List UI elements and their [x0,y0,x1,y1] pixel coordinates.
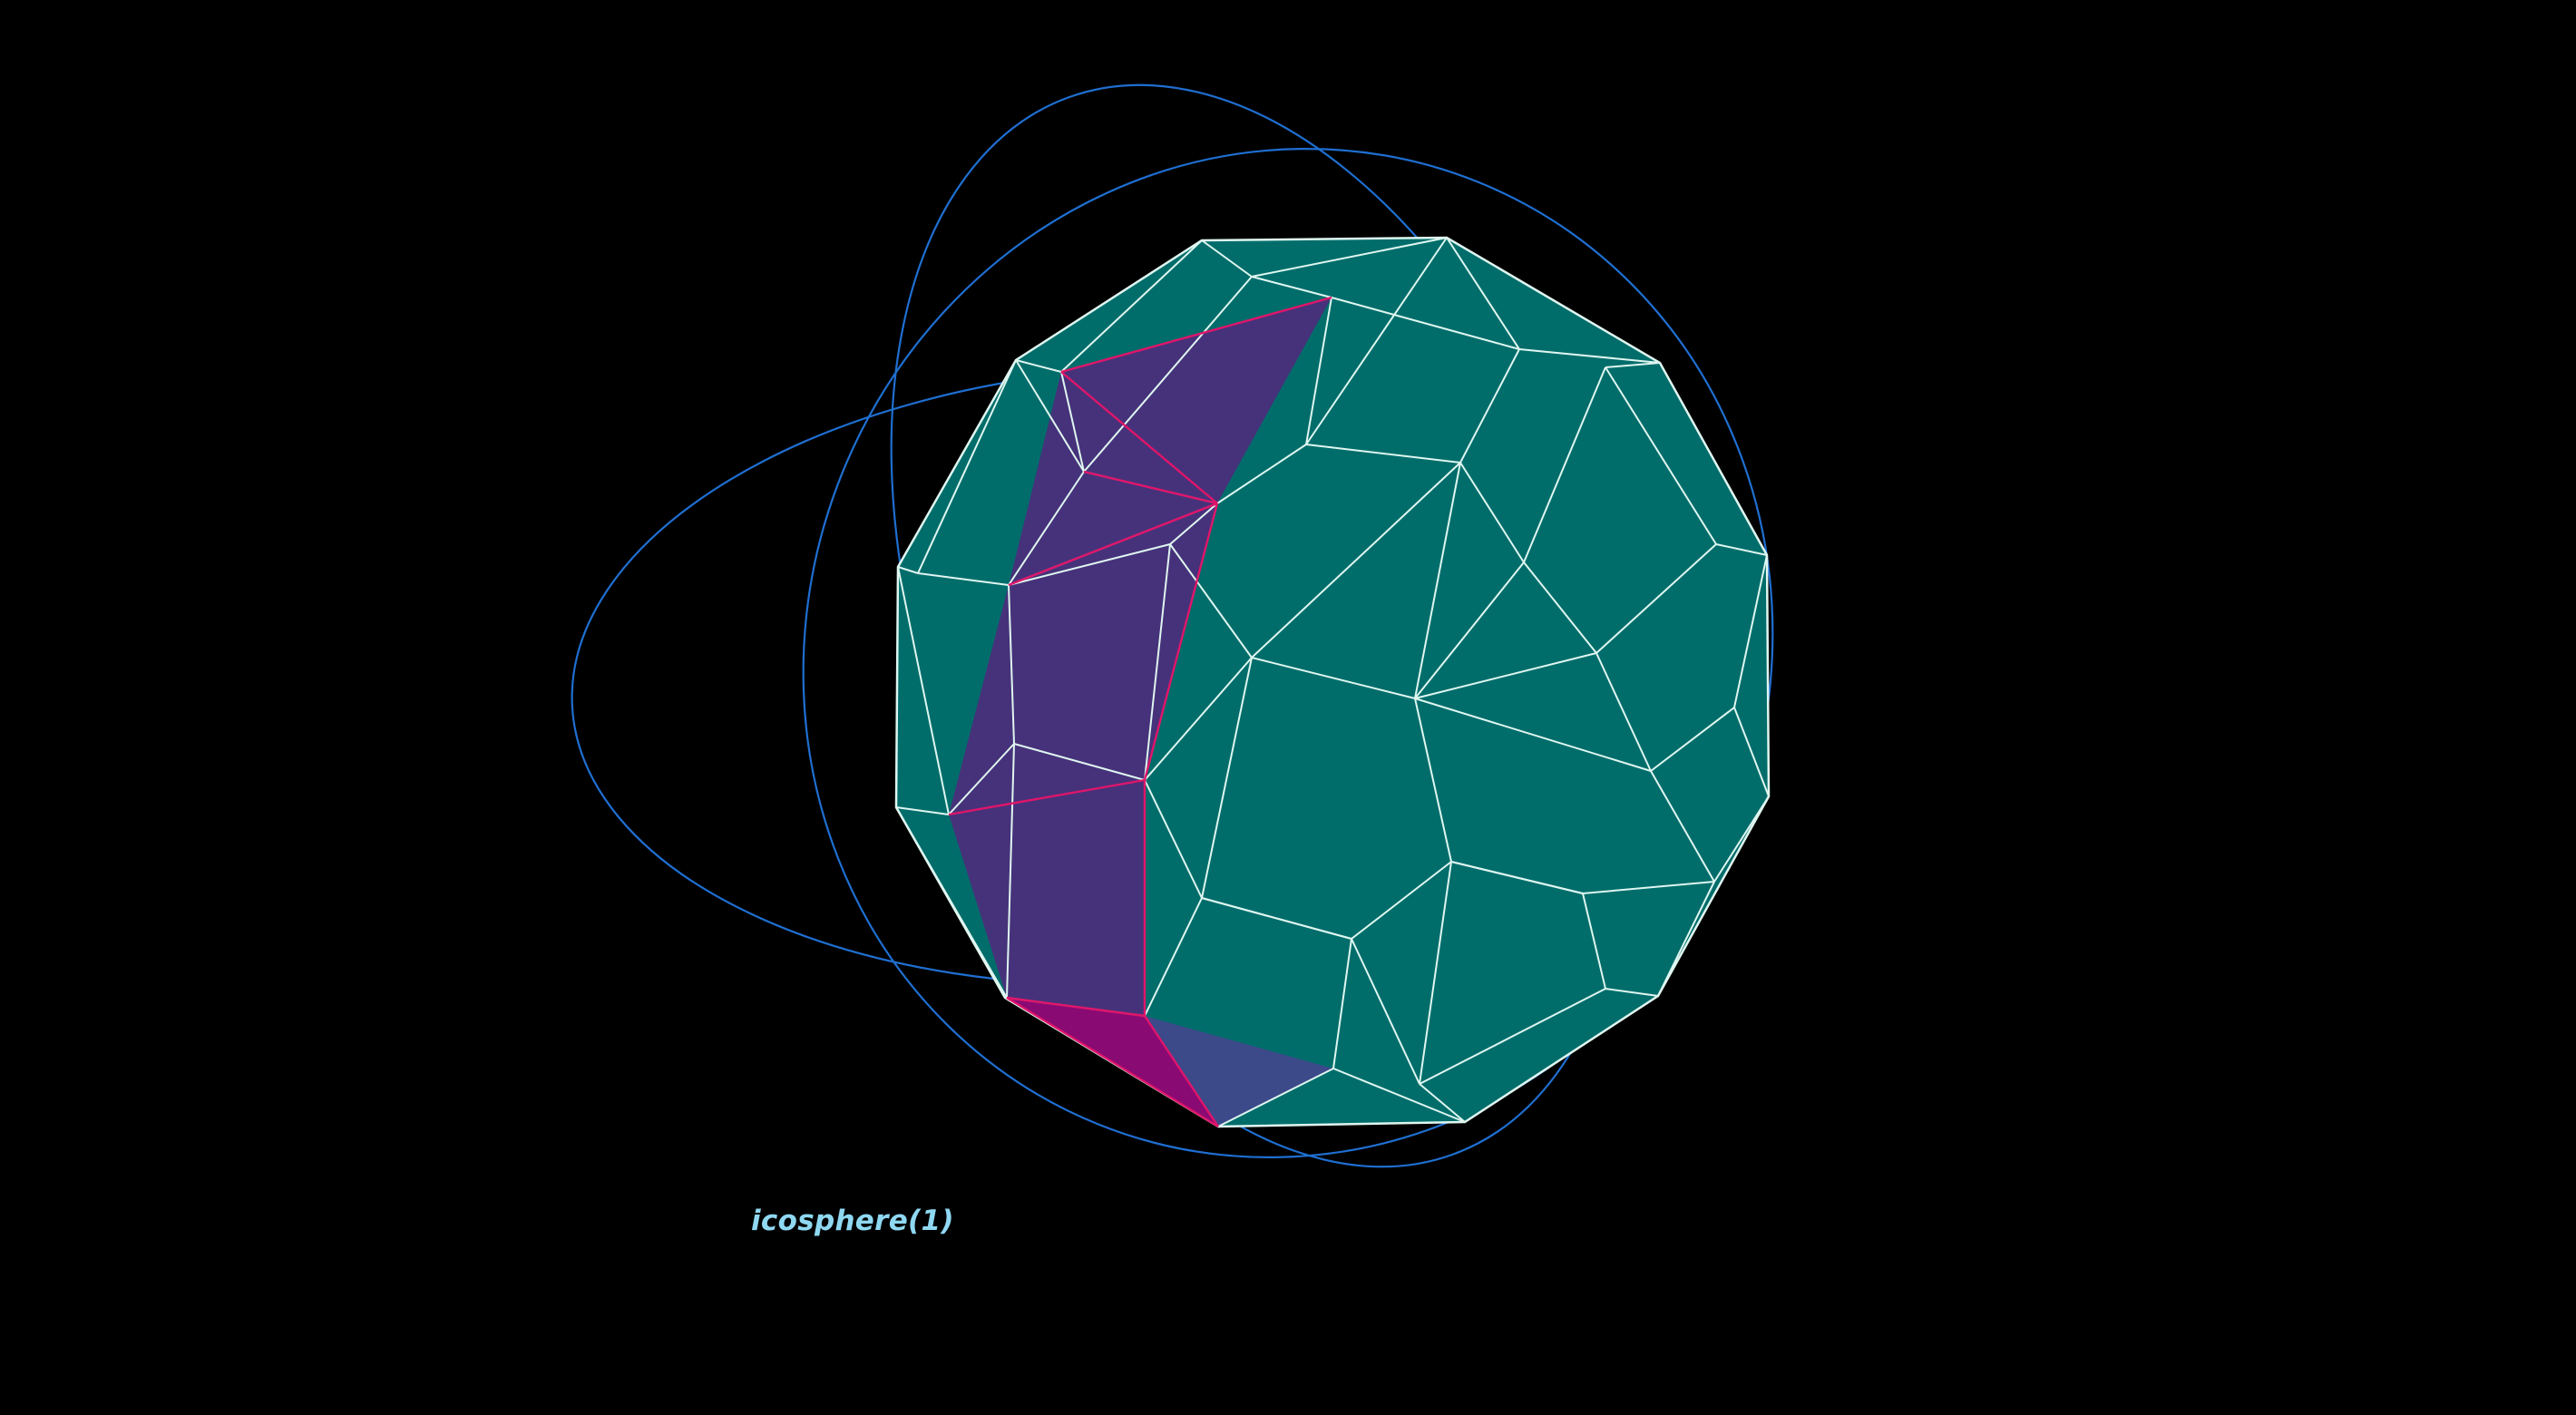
wireframe-edge [1217,1068,1334,1127]
wireframe-edge [1144,779,1203,899]
wireframe-edge [1414,462,1461,699]
wireframe-edge [1008,584,1015,745]
wireframe-edge [1332,938,1352,1069]
highlighted-face-lower [1145,1016,1333,1127]
wireframe-edge [1414,561,1525,699]
wireframe-edge [1419,988,1606,1085]
wireframe-edge [1459,348,1520,464]
wireframe-edge [1582,893,1606,990]
wireframe-edge [1201,657,1253,899]
wireframe-edge [1414,652,1597,699]
wireframe-edge [1332,1068,1466,1123]
wireframe-edge [917,359,1017,574]
wireframe-edge [917,572,1010,586]
wireframe-edge [1605,988,1659,997]
wireframe-edge [1446,237,1520,350]
wireframe-edge [1251,237,1448,278]
wireframe-edge [1605,362,1661,368]
wireframe-edge [1715,543,1768,556]
wireframe-edge [1144,543,1171,781]
wireframe-edge [1733,707,1770,797]
wireframe-edge [1351,938,1420,1085]
wireframe-edge [897,566,950,815]
wireframe-edge [1650,770,1715,883]
wireframe-edge [1060,239,1203,373]
highlighted-face-band [949,298,1332,1016]
wireframe-edge [1083,276,1253,473]
wireframe-edge [1657,881,1715,997]
wireframe-edge [1015,359,1062,373]
highlight-edge [1144,1015,1219,1127]
shape-label: icosphere(1) [751,1205,954,1237]
wireframe-edge [1414,698,1452,863]
wireframe-edge [1006,743,1015,999]
wireframe-edge [1713,795,1770,883]
wireframe-edge [1201,239,1253,278]
wireframe-edge [1144,897,1203,1017]
wireframe-edge [895,806,950,815]
wireframe-edge [897,566,919,574]
wireframe-edge [948,743,1015,815]
wireframe-edge [1060,371,1085,473]
highlight-edge [1083,470,1218,505]
wireframe-edge [1459,462,1525,563]
wireframe-edge [1523,561,1597,654]
highlight-edge [1143,503,1219,781]
highlight-edges [948,296,1332,1128]
wireframe-edge [1605,366,1717,545]
wireframe-edge [1169,503,1218,545]
wireframe-edge [1008,471,1085,586]
wireframe-edge [1450,861,1584,894]
wireframe-edge [1216,444,1307,504]
highlight-edge [1006,996,1219,1128]
wireframe-edge [1582,881,1715,894]
wireframe-edge [1419,861,1452,1085]
wireframe-edge [1419,1083,1466,1123]
highlight-edge [1006,996,1146,1018]
wireframe-edge [1414,698,1652,772]
wireframe-edge [1331,297,1520,350]
wireframe-edge [1523,366,1606,563]
wireframe-edge [1008,543,1171,586]
highlight-edge [948,778,1146,816]
wireframe-edge [1595,652,1652,772]
wireframe-edge [1015,359,1085,473]
wireframe-edge [1305,297,1332,445]
wireframe-edge [1351,861,1452,940]
wireframe-edge [895,806,1008,999]
wireframe-edge [1251,276,1332,298]
wireframe-edge [1518,348,1661,364]
wireframe-edge [1251,657,1416,699]
wireframe-edge [1251,462,1461,659]
highlight-edge [1008,502,1218,587]
highlight-edge [1060,371,1218,504]
wireframe-edge [1305,237,1448,445]
wireframe-edge [1595,543,1717,654]
wireframe-edge [1144,657,1253,781]
wireframe-edge [1733,554,1768,708]
wireframe-edge [1201,897,1352,940]
highlight-edge [1060,296,1332,374]
wireframe-edge [1650,707,1735,772]
wireframe-edge [1013,743,1146,781]
wireframe-edge [1305,444,1461,464]
wireframe-edge [1169,543,1253,659]
